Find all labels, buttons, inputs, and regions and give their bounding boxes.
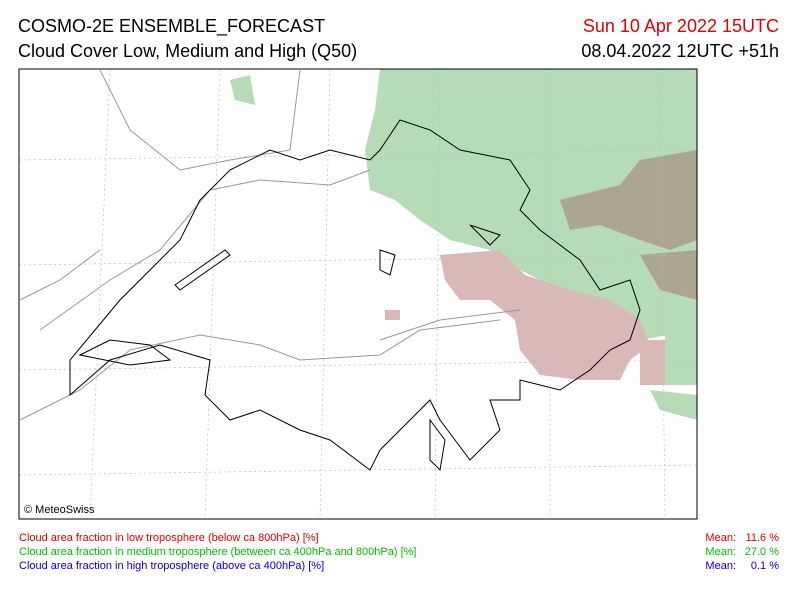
graticule: [19, 69, 697, 519]
country-border: [69, 119, 641, 471]
low-cloud: [385, 250, 665, 385]
title: COSMO-2E ENSEMBLE_FORECAST: [18, 16, 325, 37]
mean-value: 11.6 %: [746, 532, 780, 544]
valid-time: Sun 10 Apr 2022 15UTC: [583, 16, 779, 36]
mean-label: Mean:: [705, 560, 736, 572]
run-time: 08.04.2022 12UTC +51h: [581, 41, 779, 61]
copyright: © MeteoSwiss: [24, 504, 95, 516]
map-frame: [18, 68, 698, 520]
map: © MeteoSwiss: [18, 68, 698, 520]
medium-cloud: [365, 69, 697, 340]
legend-label: Cloud area fraction in high troposphere …: [19, 560, 324, 572]
low-medium-cloud: [560, 150, 697, 300]
mean-value: 0.1 %: [751, 560, 779, 572]
mean-label: Mean:: [705, 546, 736, 558]
legend-label: Cloud area fraction in medium tropospher…: [19, 546, 416, 558]
subtitle: Cloud Cover Low, Medium and High (Q50): [18, 41, 357, 61]
mean-value: 27.0 %: [745, 546, 779, 558]
legend-label: Cloud area fraction in low troposphere (…: [19, 532, 319, 544]
lakes: [78, 224, 501, 472]
legend: Cloud area fraction in low troposphere (…: [19, 532, 779, 572]
mean-label: Mean:: [705, 532, 736, 544]
